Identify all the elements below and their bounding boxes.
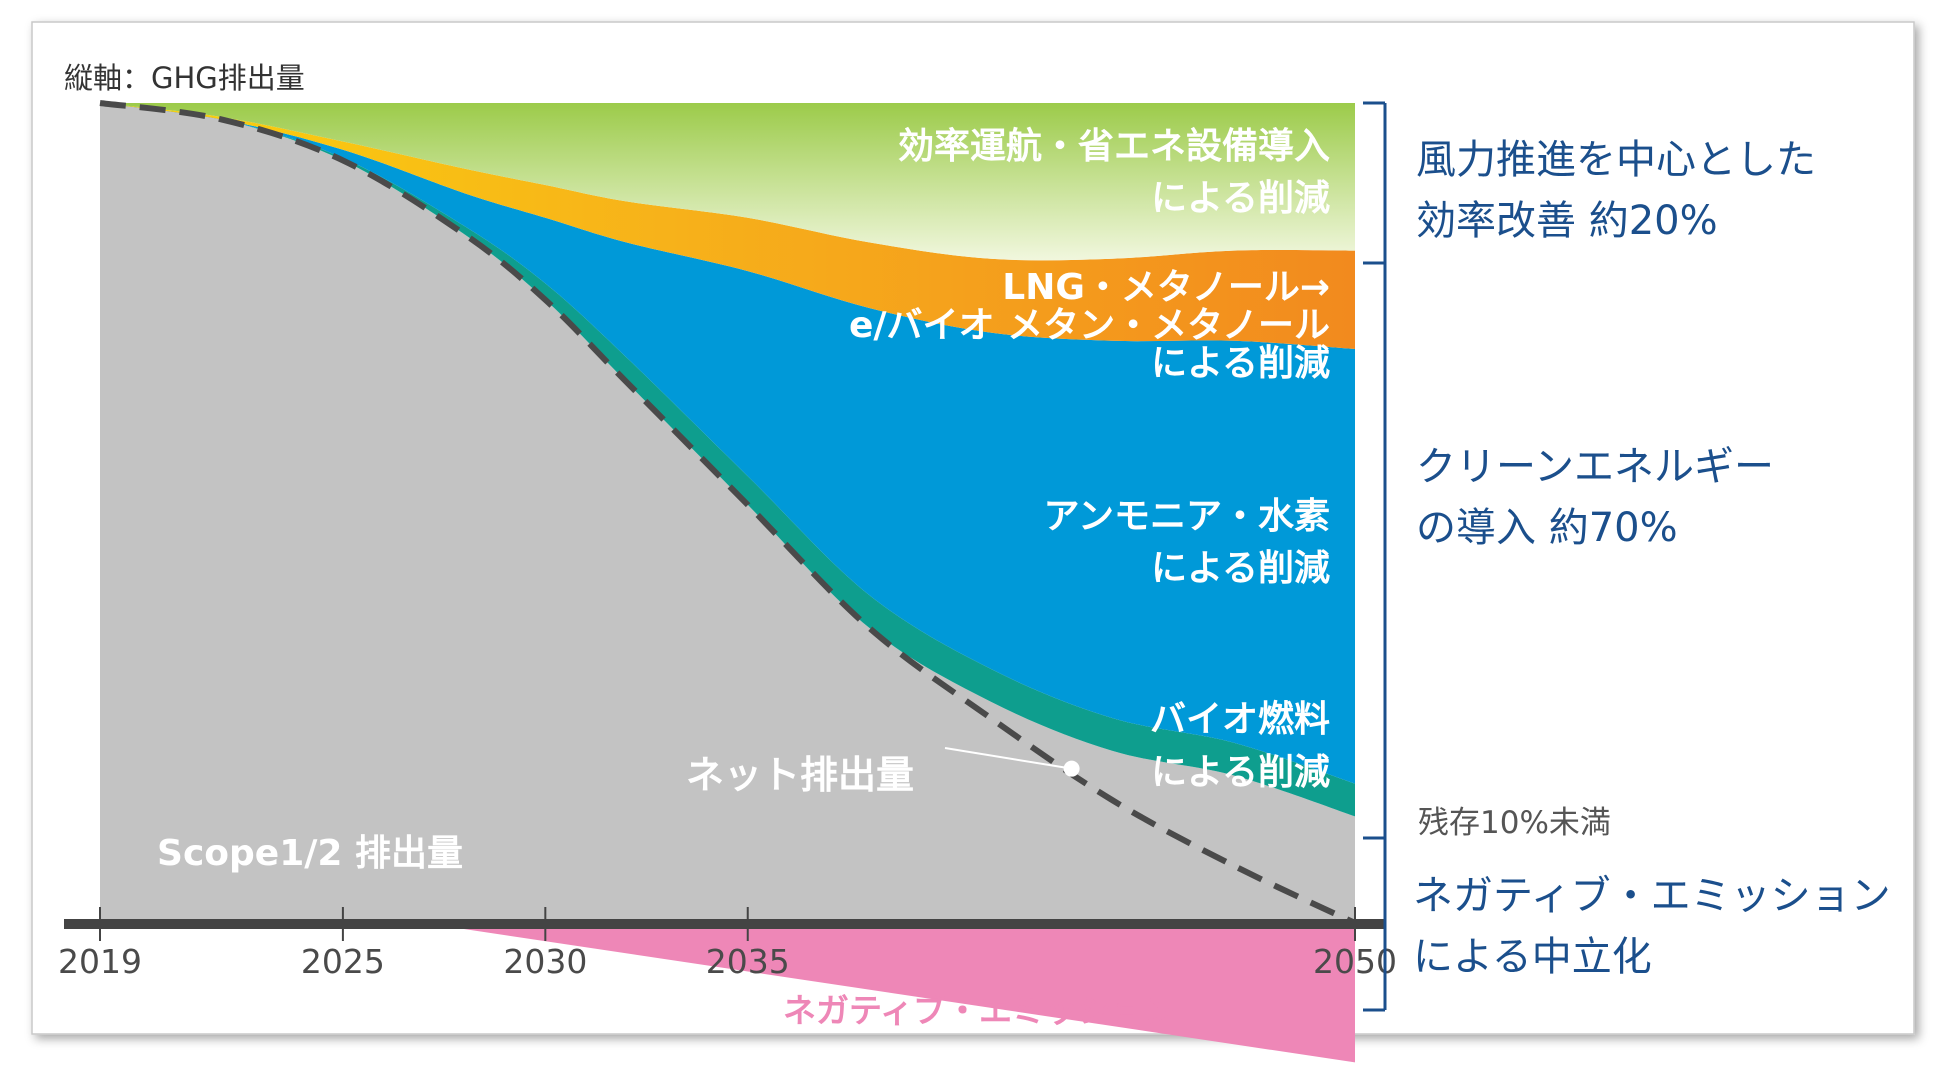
area-scope <box>100 103 1355 923</box>
y-axis-label: 縦軸：GHG排出量 <box>64 61 305 95</box>
bracket-label-3: による中立化 <box>1413 934 1652 980</box>
label-negative-emission: ネガティブ・エミッション <box>783 991 1177 1030</box>
label-lng: による削減 <box>1151 343 1330 384</box>
bracket-label-1: の導入 約70% <box>1416 505 1678 551</box>
bracket-label-0: 効率改善 約20% <box>1416 198 1718 244</box>
x-tick-label: 2035 <box>706 942 790 981</box>
label-lng: LNG・メタノール→ <box>1002 267 1330 308</box>
area-lng <box>100 103 1355 349</box>
label-ammonia: アンモニア・水素 <box>1043 496 1330 537</box>
x-tick-label: 2050 <box>1313 942 1397 981</box>
area-ammonia <box>100 103 1355 784</box>
net-emissions-dashed-line <box>99 100 1357 926</box>
negative-emission-wedge <box>423 923 1355 1063</box>
label-net-emissions: ネット排出量 <box>686 753 914 797</box>
negative-emission-area <box>423 923 1355 1063</box>
label-bio: バイオ燃料 <box>1150 699 1330 740</box>
label-lng: e/バイオ メタン・メタノール <box>849 305 1330 346</box>
net-emissions-marker <box>1063 760 1080 777</box>
x-axis: 2019 2025 2030 2035 2050 <box>58 907 1397 981</box>
label-efficiency: による削減 <box>1151 178 1330 219</box>
area-bio <box>100 103 1355 817</box>
label-scope12: Scope1/2 排出量 <box>157 833 463 874</box>
net-emissions-line <box>99 100 1357 926</box>
bracket-label-1: クリーンエネルギー <box>1416 444 1774 490</box>
bracket-label-0: 風力推進を中心とした <box>1416 137 1816 183</box>
x-tick-label: 2030 <box>503 942 587 981</box>
area-efficiency <box>100 103 1355 261</box>
bracket-label-2: 残存10%未満 <box>1418 805 1611 841</box>
bracket-label-3: ネガティブ・エミッション <box>1413 873 1891 919</box>
stacked-areas <box>100 103 1355 923</box>
x-axis-line <box>64 919 1386 929</box>
x-tick-label: 2019 <box>58 942 142 981</box>
net-emissions-leader-line <box>944 747 1072 770</box>
label-efficiency: 効率運航・省エネ設備導入 <box>898 125 1330 167</box>
label-bio: による削減 <box>1151 752 1330 793</box>
label-ammonia: による削減 <box>1151 548 1330 589</box>
x-tick-label: 2025 <box>301 942 385 981</box>
